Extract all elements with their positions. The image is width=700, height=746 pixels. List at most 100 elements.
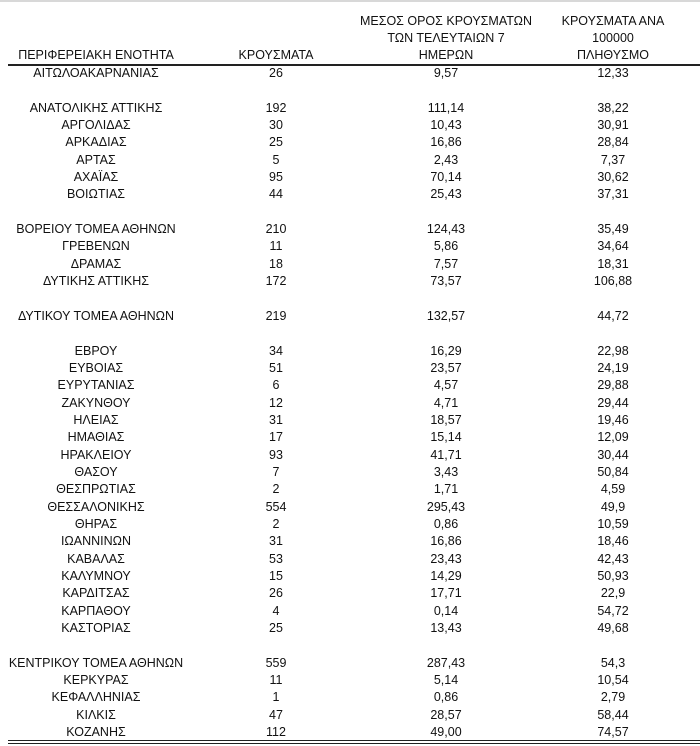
per-100k-cell: 10,59 (597, 516, 629, 531)
region-cell: ΑΙΤΩΛΟΑΚΑΡΝΑΝΙΑΣ (33, 66, 159, 80)
per-100k-cell: 34,64 (597, 239, 629, 254)
cases-cell: 26 (269, 586, 283, 601)
cases-cell: 6 (272, 378, 280, 393)
avg-7day-cell: 295,43 (426, 499, 466, 514)
cases-cell: 34 (269, 343, 283, 358)
header-per-100k: ΚΡΟΥΣΜΑΤΑ ΑΝΑ 100000 ΠΛΗΘΥΣΜΟ (540, 14, 686, 64)
header-cases-label: ΚΡΟΥΣΜΑΤΑ (238, 48, 314, 62)
cases-cell: 30 (269, 118, 283, 133)
avg-7day-cell: 4,71 (433, 395, 459, 410)
avg-7day-cell: 73,57 (430, 274, 462, 289)
cases-cell: 18 (269, 256, 283, 271)
table-row: ΑΡΚΑΔΙΑΣ 25 16,86 28,84 (0, 134, 700, 151)
header-region: ΠΕΡΙΦΕΡΕΙΑΚΗ ΕΝΟΤΗΤΑ (0, 14, 192, 64)
cases-cell: 172 (265, 274, 287, 289)
table-row: ΓΡΕΒΕΝΩΝ 11 5,86 34,64 (0, 238, 700, 255)
per-100k-cell: 30,91 (597, 118, 629, 133)
per-100k-cell: 22,9 (600, 586, 626, 601)
region-cell: ΑΝΑΤΟΛΙΚΗΣ ΑΤΤΙΚΗΣ (29, 100, 163, 115)
table-row: ΚΑΛΥΜΝΟΥ 15 14,29 50,93 (0, 568, 700, 585)
table-row: ΕΒΡΟΥ 34 16,29 22,98 (0, 343, 700, 360)
region-cell: ΚΑΡΠΑΘΟΥ (61, 603, 131, 618)
per-100k-cell: 30,44 (597, 447, 629, 462)
cases-cell: 25 (269, 135, 283, 150)
per-100k-cell: 12,33 (597, 66, 629, 80)
per-100k-cell: 22,98 (597, 343, 629, 358)
avg-7day-cell: 124,43 (426, 222, 466, 237)
region-cell: ΘΕΣΣΑΛΟΝΙΚΗΣ (47, 499, 145, 514)
per-100k-cell: 50,93 (597, 568, 629, 583)
avg-7day-cell: 3,43 (433, 464, 459, 479)
per-100k-cell: 19,46 (597, 412, 629, 427)
spacer-row (0, 82, 700, 99)
region-cell: ΑΡΓΟΛΙΔΑΣ (61, 118, 131, 133)
per-100k-cell: 38,22 (597, 100, 629, 115)
cases-cell: 31 (269, 534, 283, 549)
avg-7day-cell: 23,43 (430, 551, 462, 566)
region-cell: ΑΡΚΑΔΙΑΣ (65, 135, 127, 150)
region-cell: ΗΡΑΚΛΕΙΟΥ (60, 447, 132, 462)
table-row: ΚΕΦΑΛΛΗΝΙΑΣ 1 0,86 2,79 (0, 689, 700, 706)
region-cell: ΚΑΒΑΛΑΣ (67, 551, 125, 566)
spacer-row (0, 290, 700, 307)
cases-cell: 17 (269, 430, 283, 445)
cases-cell: 51 (269, 360, 283, 375)
avg-7day-cell: 18,57 (430, 412, 462, 427)
region-cell: ΘΗΡΑΣ (74, 516, 118, 531)
cases-cell: 1 (272, 690, 280, 705)
cases-cell: 47 (269, 707, 283, 722)
table-row: ΚΑΡΔΙΤΣΑΣ 26 17,71 22,9 (0, 585, 700, 602)
cases-cell: 31 (269, 412, 283, 427)
region-cell: ΓΡΕΒΕΝΩΝ (62, 239, 130, 254)
table-row: ΑΡΓΟΛΙΔΑΣ 30 10,43 30,91 (0, 117, 700, 134)
avg-7day-cell: 4,57 (433, 378, 459, 393)
avg-7day-cell: 7,57 (433, 256, 459, 271)
avg-7day-cell: 5,86 (433, 239, 459, 254)
region-cell: ΗΜΑΘΙΑΣ (67, 430, 125, 445)
region-cell: ΒΟΙΩΤΙΑΣ (66, 187, 126, 202)
table-row: ΘΗΡΑΣ 2 0,86 10,59 (0, 516, 700, 533)
table-row: ΖΑΚΥΝΘΟΥ 12 4,71 29,44 (0, 395, 700, 412)
header-rule (8, 64, 700, 66)
avg-7day-cell: 16,86 (430, 135, 462, 150)
region-cell: ΚΙΛΚΙΣ (76, 707, 116, 722)
table-row: ΔΥΤΙΚΗΣ ΑΤΤΙΚΗΣ 172 73,57 106,88 (0, 273, 700, 290)
header-7day-average: ΜΕΣΟΣ ΟΡΟΣ ΚΡΟΥΣΜΑΤΩΝ ΤΩΝ ΤΕΛΕΥΤΑΙΩΝ 7 Η… (356, 14, 536, 64)
table-row: ΑΙΤΩΛΟΑΚΑΡΝΑΝΙΑΣ 26 9,57 12,33 (0, 65, 700, 82)
cases-cell: 93 (269, 447, 283, 462)
avg-7day-cell: 2,43 (433, 152, 459, 167)
avg-7day-cell: 23,57 (430, 360, 462, 375)
cases-cell: 554 (265, 499, 287, 514)
avg-7day-cell: 132,57 (426, 308, 466, 323)
cases-cell: 112 (266, 725, 286, 740)
cases-cell: 5 (272, 152, 280, 167)
header-region-label: ΠΕΡΙΦΕΡΕΙΑΚΗ ΕΝΟΤΗΤΑ (18, 48, 174, 62)
cases-cell: 12 (269, 395, 283, 410)
table-row: ΗΡΑΚΛΕΙΟΥ 93 41,71 30,44 (0, 447, 700, 464)
cases-cell: 210 (265, 222, 287, 237)
avg-7day-cell: 70,14 (430, 170, 462, 185)
per-100k-cell: 58,44 (597, 707, 629, 722)
avg-7day-cell: 28,57 (430, 707, 462, 722)
per-100k-cell: 49,68 (597, 621, 629, 635)
per-100k-cell: 7,37 (600, 152, 626, 167)
avg-7day-cell: 10,43 (430, 118, 462, 133)
per-100k-cell: 49,9 (600, 499, 626, 514)
avg-7day-cell: 14,29 (430, 568, 462, 583)
header-per100k-line-1: ΚΡΟΥΣΜΑΤΑ ΑΝΑ 100000 (561, 14, 665, 45)
table-row: ΚΑΣΤΟΡΙΑΣ 25 13,43 49,68 (0, 620, 700, 637)
table-row: ΚΕΡΚΥΡΑΣ 11 5,14 10,54 (0, 672, 700, 689)
per-100k-cell: 44,72 (597, 308, 629, 323)
avg-7day-cell: 16,86 (430, 534, 462, 549)
cases-cell: 219 (265, 308, 287, 323)
region-cell: ΚΑΡΔΙΤΣΑΣ (62, 586, 130, 601)
per-100k-cell: 37,31 (597, 187, 629, 202)
cases-cell: 2 (272, 516, 280, 531)
avg-7day-cell: 0,14 (433, 603, 459, 618)
avg-7day-cell: 13,43 (430, 621, 462, 635)
table-row: ΗΜΑΘΙΑΣ 17 15,14 12,09 (0, 429, 700, 446)
cases-cell: 26 (269, 66, 283, 80)
per-100k-cell: 18,31 (597, 256, 629, 271)
table-row: ΗΛΕΙΑΣ 31 18,57 19,46 (0, 412, 700, 429)
table-row: ΒΟΙΩΤΙΑΣ 44 25,43 37,31 (0, 186, 700, 203)
